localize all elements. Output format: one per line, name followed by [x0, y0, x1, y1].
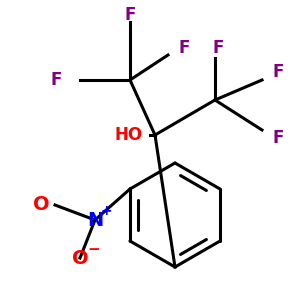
- Text: −: −: [88, 242, 100, 256]
- Text: F: F: [124, 6, 136, 24]
- Text: O: O: [33, 196, 50, 214]
- Text: F: F: [272, 129, 284, 147]
- Text: F: F: [212, 39, 224, 57]
- Text: F: F: [272, 63, 284, 81]
- Text: F: F: [178, 39, 189, 57]
- Text: +: +: [100, 204, 112, 218]
- Text: N: N: [87, 211, 103, 230]
- Text: HO: HO: [115, 126, 143, 144]
- Text: F: F: [51, 71, 62, 89]
- Text: O: O: [72, 248, 88, 268]
